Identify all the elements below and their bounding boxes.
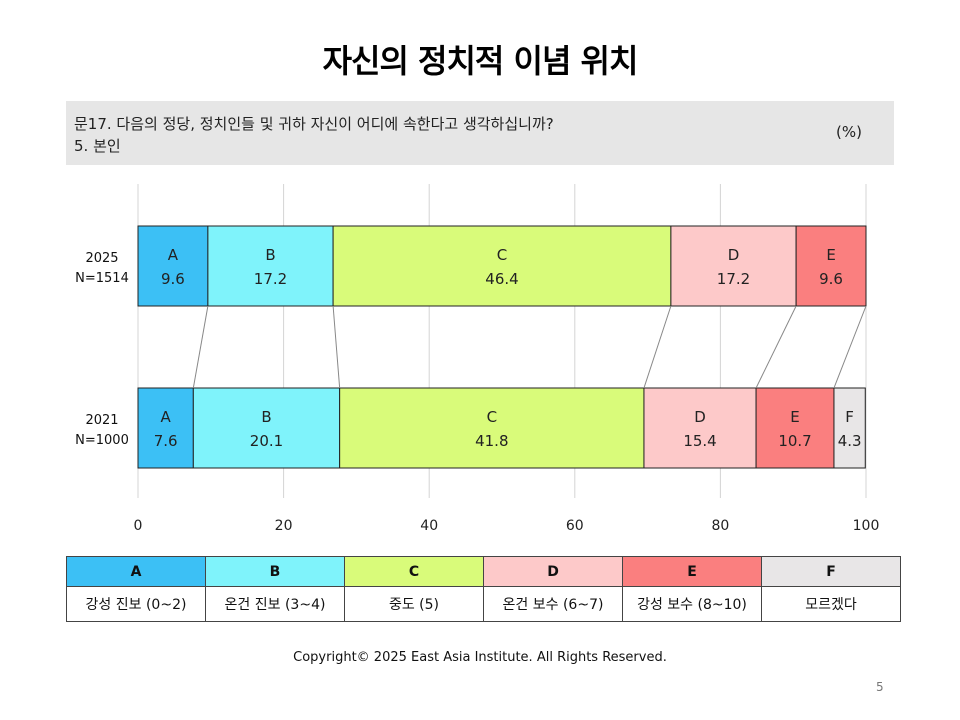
- data-label: 17.2: [717, 270, 750, 288]
- bar-segment-d: [670, 225, 797, 307]
- legend-key-f: F: [761, 556, 901, 587]
- question-text: 문17. 다음의 정당, 정치인들 및 귀하 자신이 어디에 속한다고 생각하십…: [74, 115, 554, 133]
- segment-key-label: B: [265, 246, 275, 264]
- legend-table: A B C D E F 강성 진보 (0~2) 온건 진보 (3~4) 중도 (…: [66, 556, 901, 622]
- question-box: 문17. 다음의 정당, 정치인들 및 귀하 자신이 어디에 속한다고 생각하십…: [66, 101, 894, 165]
- bar-segment-e: [795, 225, 867, 307]
- segment-key-label: F: [845, 408, 854, 426]
- data-label: 7.6: [154, 432, 178, 450]
- segment-key-label: C: [497, 246, 507, 264]
- data-label: 10.7: [778, 432, 811, 450]
- connector-line: [192, 305, 209, 389]
- x-tick-label: 60: [566, 518, 584, 534]
- data-label: 4.3: [838, 432, 862, 450]
- copyright-text: Copyright© 2025 East Asia Institute. All…: [293, 650, 667, 665]
- legend-header-row: A B C D E F: [66, 556, 901, 587]
- legend-key-e: E: [622, 556, 762, 587]
- x-tick-label: 40: [420, 518, 438, 534]
- bar-segment-a: [137, 387, 194, 469]
- segment-key-label: E: [790, 408, 799, 426]
- segment-key-label: D: [728, 246, 740, 264]
- row-n-label: N=1000: [75, 433, 129, 448]
- x-tick-label: 100: [853, 518, 880, 534]
- data-label: 41.8: [475, 432, 508, 450]
- segment-key-label: C: [487, 408, 497, 426]
- legend-key-a: A: [66, 556, 206, 587]
- segment-key-label: B: [261, 408, 271, 426]
- segment-key-label: D: [694, 408, 706, 426]
- unit-label: (%): [836, 123, 862, 141]
- question-subitem: 5. 본인: [74, 137, 121, 155]
- bar-segment-c: [332, 225, 672, 307]
- row-label: 2025: [85, 251, 118, 266]
- legend-desc-b: 온건 진보 (3~4): [205, 586, 345, 622]
- legend-desc-a: 강성 진보 (0~2): [66, 586, 206, 622]
- row-n-label: N=1514: [75, 271, 129, 286]
- legend-key-c: C: [344, 556, 484, 587]
- legend-key-b: B: [205, 556, 345, 587]
- connector-line: [833, 305, 867, 389]
- data-label: 15.4: [683, 432, 716, 450]
- segment-key-label: E: [826, 246, 835, 264]
- bar-segment-b: [192, 387, 341, 469]
- x-tick-label: 80: [711, 518, 729, 534]
- data-label: 9.6: [161, 270, 185, 288]
- data-label: 46.4: [485, 270, 518, 288]
- bar-segment-b: [207, 225, 334, 307]
- legend-desc-e: 강성 보수 (8~10): [622, 586, 762, 622]
- legend-desc-f: 모르겠다: [761, 586, 901, 622]
- bar-segment-a: [137, 225, 209, 307]
- stacked-bar-chart: 0 20 40 60 80 100 2025 N=1514 A 9.6 B 17.2 C 46.4 D 17.…: [75, 184, 880, 534]
- legend-desc-c: 중도 (5): [344, 586, 484, 622]
- page-title: 자신의 정치적 이념 위치: [322, 42, 639, 80]
- row-label: 2021: [85, 413, 118, 428]
- data-label: 17.2: [254, 270, 287, 288]
- bar-segment-c: [339, 387, 645, 469]
- connector-line: [332, 305, 341, 389]
- legend-desc-d: 온건 보수 (6~7): [483, 586, 623, 622]
- bar-segment-e: [755, 387, 835, 469]
- page-number: 5: [876, 680, 884, 694]
- segment-key-label: A: [161, 408, 172, 426]
- data-label: 9.6: [819, 270, 843, 288]
- connector-line: [643, 305, 672, 389]
- x-tick-label: 0: [134, 518, 143, 534]
- x-tick-label: 20: [275, 518, 293, 534]
- bar-segment-f: [833, 387, 866, 469]
- data-label: 20.1: [250, 432, 283, 450]
- connector-line: [755, 305, 797, 389]
- segment-key-label: A: [168, 246, 179, 264]
- bar-segment-d: [643, 387, 757, 469]
- legend-key-d: D: [483, 556, 623, 587]
- legend-desc-row: 강성 진보 (0~2) 온건 진보 (3~4) 중도 (5) 온건 보수 (6~…: [66, 586, 901, 622]
